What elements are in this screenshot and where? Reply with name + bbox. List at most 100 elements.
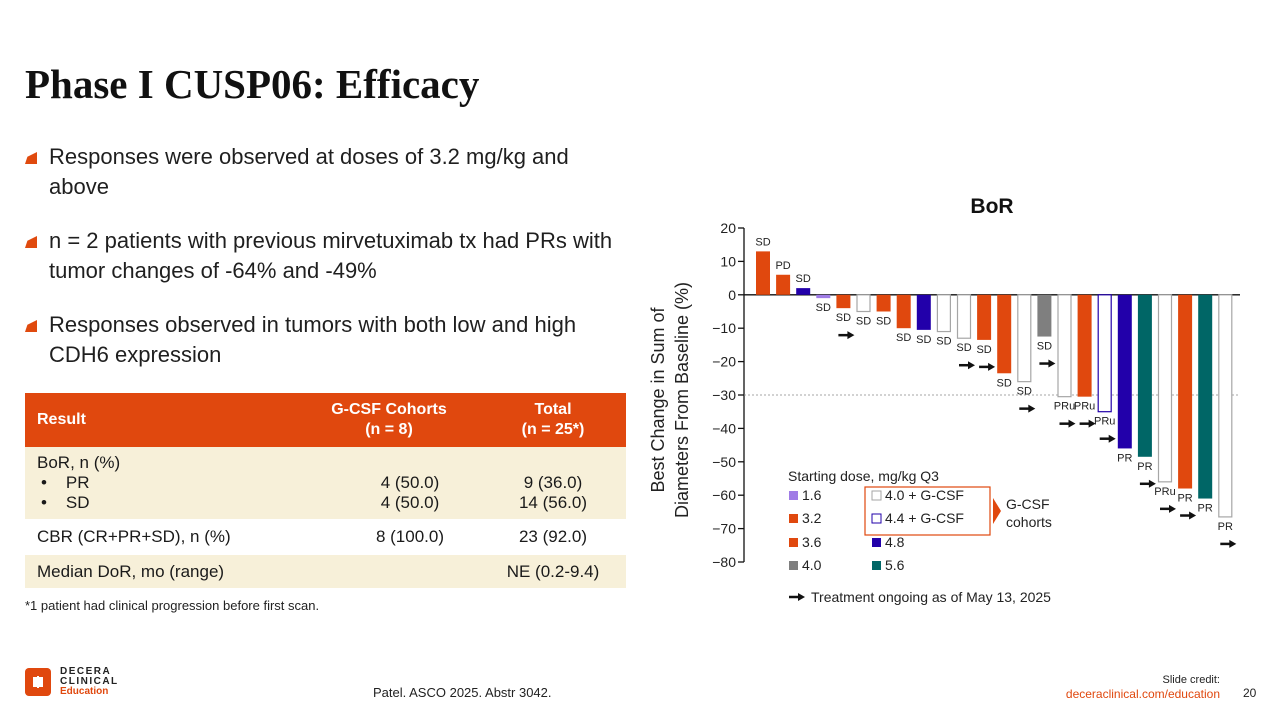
- y-tick-label: 0: [728, 287, 736, 303]
- header-total: Total (n = 25*): [480, 393, 626, 447]
- ongoing-arrow-icon: [1180, 511, 1197, 520]
- legend-swatch: [872, 538, 881, 547]
- table-row: BoR, n (%): [25, 447, 626, 473]
- bullet-text: Responses observed in tumors with both l…: [49, 312, 577, 367]
- legend-label: 4.8: [885, 534, 905, 550]
- header-gcsf: G-CSF Cohorts (n = 8): [298, 393, 480, 447]
- bullet-item: Responses were observed at doses of 3.2 …: [25, 142, 625, 202]
- table-row: Median DoR, mo (range) NE (0.2-9.4): [25, 555, 626, 588]
- y-tick-label: −30: [712, 387, 736, 403]
- legend-label: 4.0 + G-CSF: [885, 487, 964, 503]
- table-header-row: Result G-CSF Cohorts (n = 8) Total (n = 25…: [25, 393, 626, 447]
- legend-entry: 4.8: [872, 534, 905, 550]
- gcsf-pointer-icon: [993, 498, 1001, 524]
- y-tick-label: 10: [720, 253, 736, 269]
- bar: [997, 294, 1012, 374]
- bar-label: PR: [1198, 503, 1213, 515]
- bar: [1178, 294, 1193, 489]
- legend-swatch: [871, 513, 882, 524]
- ongoing-arrow-icon: [1139, 479, 1156, 488]
- bar-label: SD: [856, 316, 871, 328]
- legend: Starting dose, mg/kg Q3 1.6 3.2 3.6 4.0 4.0 +…: [788, 468, 1052, 605]
- page-number: 20: [1243, 686, 1257, 700]
- dor-label: Median DoR, mo (range): [37, 561, 225, 581]
- legend-entry: 4.0 + G-CSF: [871, 487, 964, 503]
- decera-logo: DECERA CLINICAL Education: [25, 666, 135, 703]
- y-tick-label: −60: [712, 487, 736, 503]
- bar: [916, 294, 931, 330]
- bar: [1137, 294, 1152, 457]
- bar: [836, 294, 851, 309]
- table-row: • PR 4 (50.0) 9 (36.0): [25, 473, 626, 493]
- legend-entry: 4.4 + G-CSF: [871, 510, 964, 526]
- bar-label: PR: [1117, 452, 1132, 464]
- bar-label: SD: [997, 377, 1012, 389]
- y-axis-label-line2: Diameters From Baseline (%): [672, 282, 692, 518]
- bar-label: PD: [775, 260, 790, 272]
- legend-label: 4.0: [802, 557, 822, 573]
- bar: [776, 274, 791, 295]
- legend-swatch: [789, 538, 798, 547]
- results-table: Result G-CSF Cohorts (n = 8) Total (n = 25…: [25, 393, 626, 588]
- sd-total: 14 (56.0): [518, 493, 588, 512]
- legend-entry: 4.0: [789, 557, 822, 573]
- bar-label: SD: [916, 334, 931, 346]
- ongoing-arrow-icon: [1019, 404, 1036, 413]
- header-total-n: (n = 25*): [521, 421, 585, 438]
- bar-label: PRu: [1154, 486, 1175, 498]
- legend-title: Starting dose, mg/kg Q3: [788, 468, 939, 484]
- ongoing-arrow-icon: [979, 362, 996, 371]
- bar: [1077, 294, 1092, 397]
- bullet-marker-icon: [25, 320, 37, 332]
- y-axis-label: Best Change in Sum of Diameters From Bas…: [648, 282, 692, 518]
- logo-line2: CLINICAL: [60, 676, 119, 687]
- chart-title: BoR: [970, 195, 1013, 218]
- bar-label: SD: [876, 316, 891, 328]
- y-tick-label: −20: [712, 354, 736, 370]
- bar: [796, 288, 811, 295]
- header-result: Result: [25, 393, 298, 447]
- legend-label: 5.6: [885, 557, 905, 573]
- dor-total: NE (0.2-9.4): [506, 561, 600, 581]
- bar: [1057, 294, 1072, 398]
- legend-label: 3.2: [802, 510, 822, 526]
- y-tick-label: −10: [712, 320, 736, 336]
- bar: [876, 294, 891, 312]
- logo-line3: Education: [60, 686, 109, 697]
- y-tick-label: −50: [712, 454, 736, 470]
- ongoing-arrow-icon: [1079, 419, 1096, 428]
- bar: [936, 294, 952, 333]
- bar: [1218, 294, 1233, 518]
- gcsf-group-box: [864, 486, 991, 536]
- sd-label-text: SD: [65, 493, 90, 512]
- gcsf-group-label: G-CSF: [1006, 496, 1050, 512]
- header-gcsf-label: G-CSF Cohorts: [331, 401, 447, 418]
- bar-label: PRu: [1074, 401, 1095, 413]
- bar: [956, 294, 972, 339]
- ongoing-arrow-icon: [1059, 419, 1076, 428]
- bar-label: SD: [816, 302, 831, 314]
- ongoing-arrow-icon: [959, 361, 975, 370]
- y-axis-label-line1: Best Change in Sum of: [648, 306, 668, 492]
- bor-label: BoR, n (%): [37, 453, 121, 472]
- bar-label: SD: [755, 236, 770, 248]
- y-axis: 20 10 0 −10 −20 −30 −40 −50 −60 −70 −80: [712, 220, 1240, 570]
- y-tick-label: −80: [712, 554, 736, 570]
- bar: [1198, 294, 1213, 499]
- table-row: • SD 4 (50.0) 14 (56.0): [25, 493, 626, 519]
- pr-total: 9 (36.0): [523, 473, 583, 492]
- page-title: Phase I CUSP06: Efficacy: [25, 61, 480, 107]
- y-tick-label: −70: [712, 521, 736, 537]
- bullet-marker-icon: [25, 236, 37, 248]
- bullet-text: n = 2 patients with previous mirvetuxima…: [49, 228, 613, 283]
- bar: [856, 294, 871, 313]
- ongoing-arrow-icon: [838, 331, 855, 340]
- legend-swatch: [789, 514, 798, 523]
- header-gcsf-n: (n = 8): [365, 421, 413, 438]
- bar-label: SD: [976, 344, 991, 356]
- bar-label: SD: [896, 332, 911, 344]
- legend-label: 3.6: [802, 534, 822, 550]
- credit-link[interactable]: deceraclinical.com/education: [1065, 687, 1220, 701]
- bar: [756, 251, 770, 295]
